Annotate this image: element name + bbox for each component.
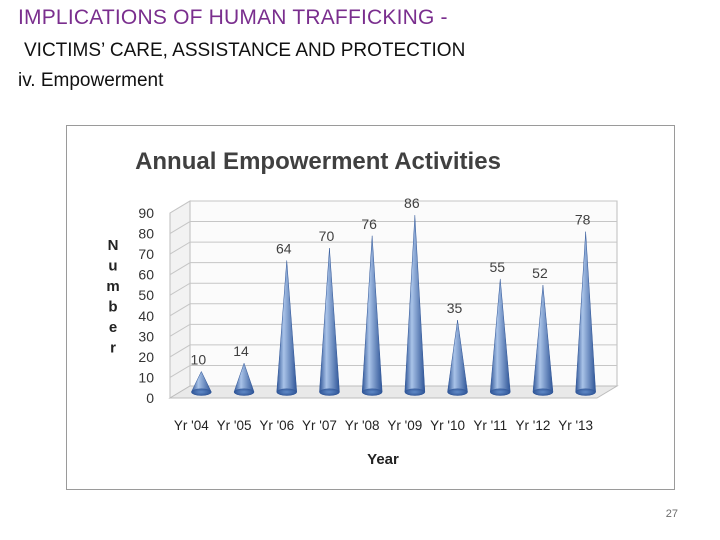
data-label: 52: [532, 265, 548, 281]
gridline: [169, 344, 617, 358]
bar-cone-base: [276, 388, 297, 396]
y-tick-label: 40: [138, 308, 154, 324]
data-label: 86: [404, 195, 420, 211]
y-axis-title-letter: e: [109, 319, 117, 336]
y-axis-title-letter: r: [110, 340, 116, 357]
gridline: [169, 303, 617, 317]
x-axis-title: Year: [367, 451, 399, 468]
y-axis-title-letter: m: [106, 278, 119, 295]
x-tick-label: Yr '05: [217, 418, 252, 433]
bar-cone-base: [575, 388, 596, 396]
bar-cone-base: [234, 388, 255, 396]
back-wall: [189, 200, 618, 387]
x-tick-label: Yr '07: [302, 418, 337, 433]
chart-frame: Annual Empowerment Activities 0 10 20 30 40 5…: [66, 125, 675, 490]
bar-cone-base: [490, 388, 511, 396]
bar-cone-base: [532, 388, 553, 396]
y-tick-label: 70: [138, 246, 154, 262]
data-label: 14: [233, 343, 249, 359]
gridline: [169, 364, 617, 378]
x-tick-label: Yr '09: [387, 418, 422, 433]
gridline: [169, 262, 617, 276]
data-label: 76: [361, 216, 377, 232]
data-label: 55: [489, 259, 505, 275]
page-number: 27: [665, 508, 678, 520]
data-label: 70: [319, 228, 335, 244]
x-tick-label: Yr '12: [516, 418, 551, 433]
slide-title: IMPLICATIONS OF HUMAN TRAFFICKING -: [18, 6, 448, 29]
y-tick-label: 20: [138, 349, 154, 365]
y-tick-label: 50: [138, 287, 154, 303]
bar-cone-base: [191, 388, 212, 396]
data-label: 64: [276, 240, 292, 256]
bar-cone-base: [362, 388, 383, 396]
x-tick-label: Yr '06: [259, 418, 294, 433]
y-axis-title-letter: u: [108, 258, 117, 275]
y-tick-label: 60: [138, 267, 154, 283]
gridline: [169, 200, 617, 214]
bar-cone-base: [319, 388, 340, 396]
x-tick-label: Yr '13: [558, 418, 593, 433]
x-tick-label: Yr '11: [473, 418, 507, 433]
side-wall: [169, 200, 191, 399]
x-tick-label: Yr '08: [345, 418, 380, 433]
x-tick-label: Yr '10: [430, 418, 465, 433]
gridline: [169, 323, 617, 337]
gridline: [169, 221, 617, 234]
slide-section-heading: iv. Empowerment: [18, 70, 164, 91]
slide-subtitle: VICTIMS’ CARE, ASSISTANCE AND PROTECTION: [24, 40, 466, 61]
gridline: [169, 241, 617, 255]
y-tick-label: 0: [146, 390, 154, 406]
y-tick-label: 30: [138, 328, 154, 344]
chart-title: Annual Empowerment Activities: [135, 148, 501, 175]
y-tick-label: 90: [138, 205, 154, 221]
bar-cone-base: [404, 388, 425, 396]
gridline: [169, 282, 617, 296]
y-tick-label: 80: [138, 226, 154, 242]
empowerment-bar-chart: Annual Empowerment Activities 0 10 20 30 40 5…: [106, 148, 619, 468]
x-tick-label: Yr '04: [174, 418, 209, 433]
y-tick-label: 10: [138, 369, 154, 385]
data-label: 78: [575, 212, 591, 228]
y-axis-title-letter: N: [108, 237, 119, 254]
data-label: 10: [191, 351, 207, 367]
data-label: 35: [447, 300, 463, 316]
bar-cone-base: [447, 388, 468, 396]
y-axis-title-letter: b: [108, 299, 117, 316]
